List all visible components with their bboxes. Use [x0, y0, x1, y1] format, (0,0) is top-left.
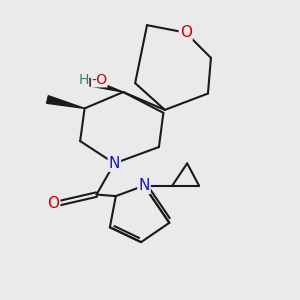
Text: N: N [109, 156, 120, 171]
Text: H: H [79, 73, 89, 87]
Polygon shape [86, 78, 123, 92]
Text: N: N [138, 178, 150, 193]
Polygon shape [46, 96, 85, 108]
Text: O: O [47, 196, 59, 211]
Text: O: O [180, 25, 192, 40]
Text: -O: -O [91, 73, 107, 87]
